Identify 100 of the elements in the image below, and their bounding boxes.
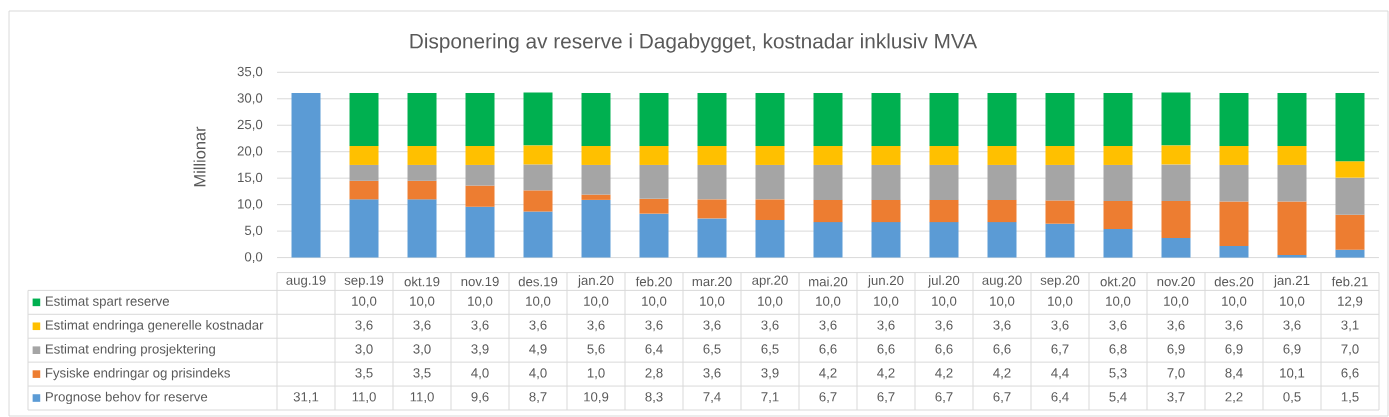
bar: [1161, 92, 1191, 146]
y-tick-label: 0,0: [244, 252, 263, 264]
bar: [929, 92, 959, 146]
bar: [813, 164, 843, 200]
bar: [755, 164, 785, 200]
bar: [1219, 92, 1249, 146]
bar: [639, 198, 669, 214]
data-label: 10,9: [584, 392, 609, 404]
data-label: 6,7: [819, 392, 837, 404]
bar: [1103, 145, 1133, 165]
bar: [523, 190, 553, 212]
bar: [407, 180, 437, 200]
bar: [697, 199, 727, 219]
data-label: 6,7: [877, 392, 895, 404]
bar: [581, 145, 611, 165]
legend-label: Estimat endring prosjektering: [45, 343, 215, 357]
bar: [581, 194, 611, 200]
x-tick-label: apr.20: [752, 275, 788, 288]
y-tick-label: 35,0: [237, 66, 263, 78]
bar: [987, 222, 1017, 258]
bar: [349, 145, 379, 165]
bar: [755, 145, 785, 165]
bar: [987, 92, 1017, 146]
data-label: 3,6: [1051, 320, 1069, 332]
bar: [1277, 164, 1307, 202]
bar: [349, 180, 379, 200]
bar: [465, 145, 495, 165]
data-label: 10,0: [642, 296, 667, 308]
data-label: 6,9: [1283, 344, 1301, 356]
data-label: 10,0: [816, 296, 841, 308]
bar: [349, 164, 379, 181]
data-label: 3,5: [413, 368, 431, 380]
data-label: 12,9: [1338, 296, 1363, 308]
data-label: 0,5: [1283, 392, 1301, 404]
bar: [465, 92, 495, 146]
x-tick-label: feb.20: [635, 276, 672, 287]
x-tick-label: jun.20: [867, 275, 904, 288]
data-label: 8,4: [1225, 368, 1243, 380]
x-tick-label: des.19: [518, 276, 558, 287]
y-tick-label: 15,0: [238, 172, 263, 184]
data-label: 10,0: [874, 296, 899, 308]
bar: [1335, 161, 1365, 178]
data-label: 11,0: [410, 392, 434, 404]
y-tick-label: 20,0: [237, 146, 263, 158]
data-label: 3,6: [761, 320, 779, 332]
bar: [581, 92, 611, 146]
x-tick-label: okt.19: [404, 276, 440, 287]
x-tick-label: sep.19: [344, 275, 384, 288]
bar: [1045, 92, 1075, 146]
data-label: 6,5: [703, 344, 721, 356]
data-label: 9,6: [471, 392, 489, 404]
bar: [813, 145, 843, 165]
bar: [349, 199, 379, 258]
bar: [465, 206, 495, 258]
data-label: 8,3: [645, 392, 663, 404]
bar: [1161, 145, 1191, 165]
bar: [1103, 92, 1133, 146]
chart-title: Disponering av reserve i Dagabygget, kostnadar inklusiv MVA: [410, 33, 978, 53]
bar: [1219, 164, 1249, 202]
data-label: 3,5: [355, 368, 373, 380]
bar: [871, 145, 901, 165]
data-label: 6,9: [1167, 344, 1185, 356]
data-label: 10,0: [700, 296, 725, 308]
data-label: 6,6: [819, 344, 837, 356]
data-label: 10,0: [1164, 296, 1189, 308]
bar: [639, 164, 669, 199]
data-label: 3,0: [355, 344, 373, 356]
legend-label: Fysiske endringar og prisindeks: [45, 367, 230, 381]
x-tick-label: jul.20: [927, 275, 960, 288]
bar: [987, 145, 1017, 165]
bar: [1335, 177, 1365, 215]
data-label: 10,0: [932, 296, 957, 308]
bar: [697, 164, 727, 200]
data-label: 3,6: [935, 320, 953, 332]
data-label: 4,2: [993, 368, 1011, 380]
bar: [1045, 200, 1075, 224]
bar: [639, 213, 669, 258]
x-tick-label: mai.20: [809, 276, 848, 287]
data-label: 3,6: [703, 368, 721, 380]
bar: [407, 92, 437, 146]
x-tick-label: jan.21: [1273, 275, 1310, 288]
data-label: 10,0: [990, 296, 1015, 308]
bar: [929, 145, 959, 165]
data-label: 3,9: [761, 368, 779, 380]
x-tick-label: aug.20: [982, 275, 1022, 288]
bar: [1045, 145, 1075, 165]
data-label: 3,6: [529, 320, 547, 332]
data-label: 2,2: [1225, 392, 1243, 404]
data-label: 1,0: [587, 368, 605, 380]
legend-label: Estimat spart reserve: [45, 296, 169, 309]
data-label: 3,6: [1167, 320, 1185, 332]
bar: [1277, 92, 1307, 146]
data-label: 6,5: [761, 344, 779, 356]
bar: [1277, 254, 1307, 258]
data-label: 5,6: [587, 344, 605, 356]
bar: [697, 218, 727, 258]
data-label: 3,6: [587, 320, 605, 332]
bar: [987, 199, 1017, 223]
data-label: 6,6: [993, 344, 1011, 356]
x-tick-label: sep.20: [1040, 275, 1080, 288]
